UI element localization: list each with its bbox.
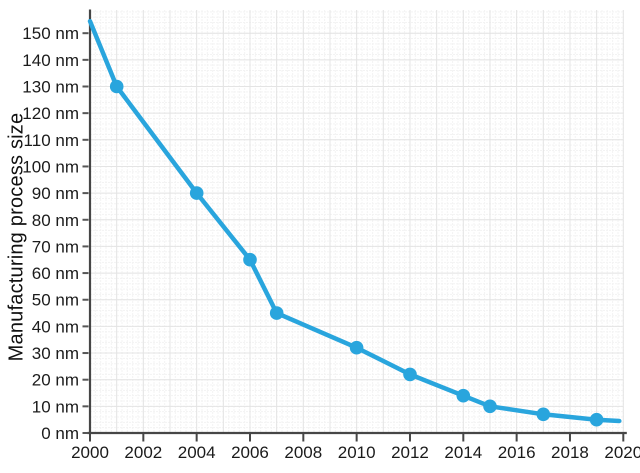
x-tick-label: 2006 <box>231 443 269 462</box>
y-tick-label: 120 nm <box>22 104 79 123</box>
data-series <box>87 18 622 427</box>
x-tick-label: 2002 <box>124 443 162 462</box>
axis-ticks <box>82 32 625 442</box>
y-tick-label: 50 nm <box>32 291 79 310</box>
axis-tick-labels: 2000 2002 2004 2006 2008 2010 2012 2014 2016 2018… <box>22 24 640 462</box>
y-tick-label: 90 nm <box>32 184 79 203</box>
data-point-marker <box>189 186 204 200</box>
y-tick-label: 80 nm <box>32 211 79 230</box>
x-tick-label: 2012 <box>391 443 429 462</box>
x-tick-label: 2010 <box>338 443 376 462</box>
x-tick-label: 2004 <box>178 443 216 462</box>
data-point-marker <box>243 252 257 267</box>
y-tick-label: 150 nm <box>22 24 79 43</box>
data-point-marker <box>483 399 497 414</box>
data-point-marker <box>349 340 364 355</box>
y-axis-title: Manufacturing process size <box>5 112 28 362</box>
y-tick-label: 40 nm <box>32 317 79 336</box>
y-tick-label: 110 nm <box>24 131 79 150</box>
y-tick-label: 20 nm <box>32 371 79 390</box>
y-tick-label: 30 nm <box>32 344 79 363</box>
x-tick-label: 2020 <box>604 443 640 462</box>
data-point-marker <box>403 367 417 382</box>
y-tick-label: 100 nm <box>22 157 79 176</box>
data-point-marker <box>456 388 471 403</box>
x-tick-label: 2000 <box>71 443 109 462</box>
data-point-marker <box>109 79 124 94</box>
data-point-marker <box>589 412 604 427</box>
axes <box>87 9 627 435</box>
grid-major <box>89 10 624 434</box>
x-tick-label: 2018 <box>551 443 589 462</box>
x-tick-label: 2016 <box>498 443 536 462</box>
y-tick-label: 10 nm <box>32 397 79 416</box>
y-tick-label: 140 nm <box>22 51 79 70</box>
data-point-marker <box>269 306 284 320</box>
y-tick-label: 60 nm <box>32 264 79 283</box>
y-tick-label: 0 nm <box>41 424 79 443</box>
y-tick-label: 70 nm <box>32 237 79 256</box>
x-tick-label: 2008 <box>284 443 322 462</box>
series-line <box>87 18 622 424</box>
y-tick-label: 130 nm <box>22 77 79 96</box>
data-point-marker <box>536 407 551 422</box>
x-tick-label: 2014 <box>444 443 482 462</box>
